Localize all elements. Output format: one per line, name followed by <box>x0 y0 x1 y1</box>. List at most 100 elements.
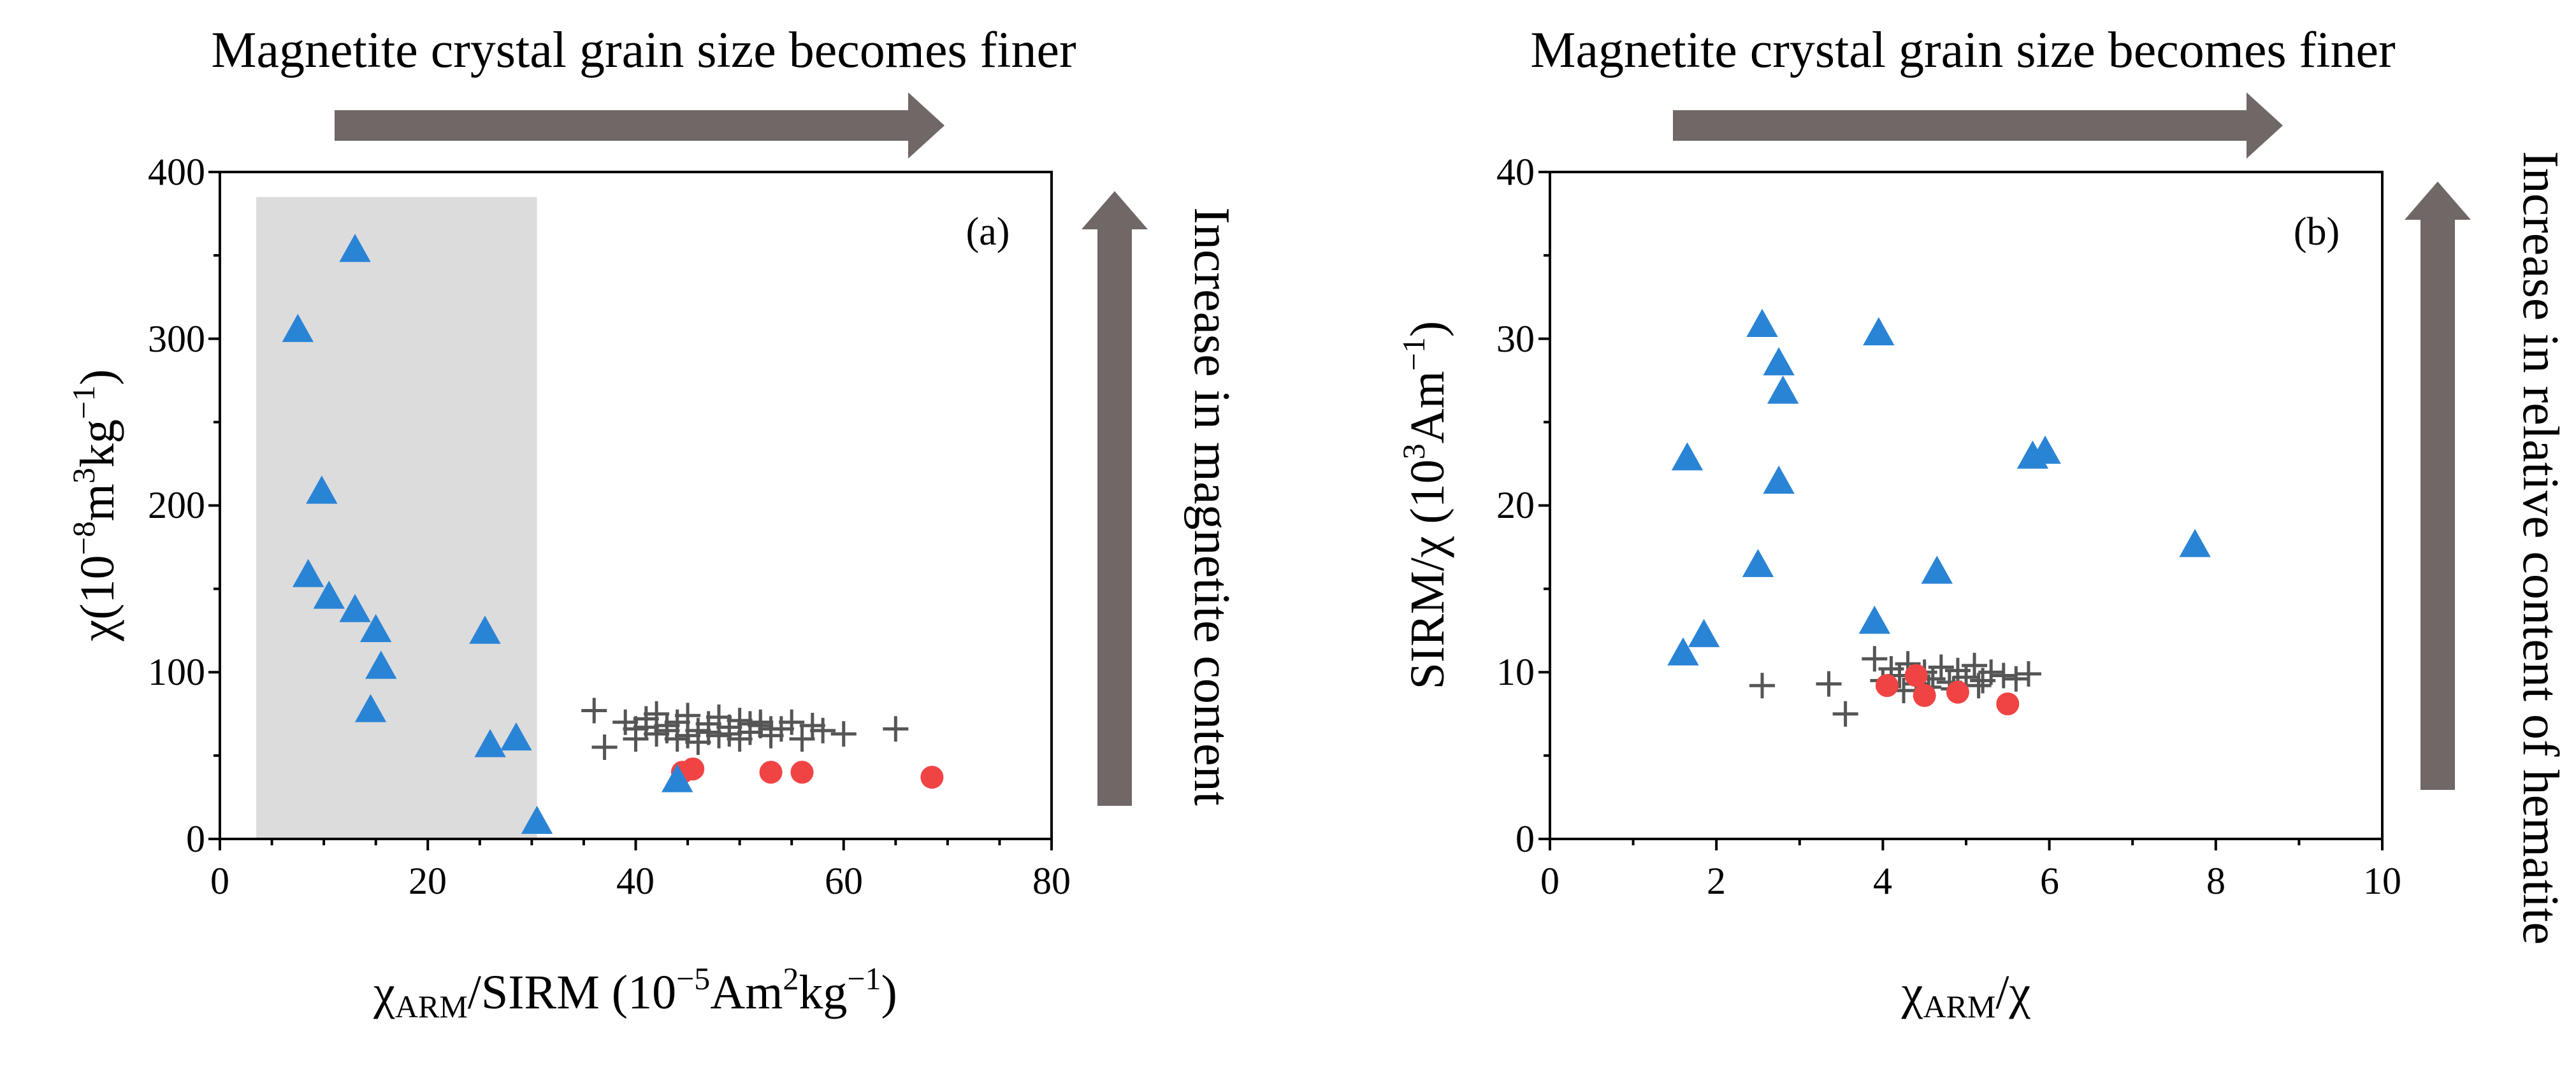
panel-b: Magnetite crystal grain size becomes fin… <box>1396 22 2568 1024</box>
panel-a-cross-point <box>706 704 732 730</box>
panel-b-arrow-head <box>2247 92 2283 159</box>
panel-b-triangle-point <box>2179 529 2211 557</box>
panel-a-triangle-point <box>469 615 501 644</box>
panel-a-circle-point <box>920 766 944 789</box>
panel-a-cross-point <box>789 726 815 752</box>
panel-b-cross-point <box>1862 646 1888 672</box>
panel-b-vertical-arrow-head <box>2405 182 2471 220</box>
panel-b-triangle-point <box>1858 605 1891 634</box>
panel-a-top-label: Magnetite crystal grain size becomes fin… <box>211 22 1076 78</box>
panel-a-tick-y-4: 400 <box>148 151 205 193</box>
panel-a-cross-point <box>612 709 639 735</box>
panel-b-triangle-point <box>2029 435 2061 464</box>
panel-a-cross-point <box>675 722 701 748</box>
panel-a-triangle-point <box>662 764 693 792</box>
panel-b-triangle-point <box>1688 619 1720 647</box>
panel-b-triangle-point <box>1763 465 1795 494</box>
panel-b-tick-x-4: 8 <box>2206 860 2225 902</box>
panel-b-plot-frame <box>1549 171 2384 840</box>
panel-b-cross-point <box>1965 673 1992 699</box>
panel-a-tick-x-4: 80 <box>1032 860 1071 902</box>
panel-a-triangle-point <box>500 722 532 751</box>
panel-b-tick-y-2: 20 <box>1496 484 1535 526</box>
panel-b-circle-point <box>1875 674 1899 698</box>
panel-b-vertical-arrow <box>2405 182 2471 790</box>
panel-b-triangle-point <box>1671 442 1704 471</box>
panel-a-tick-x-2: 40 <box>616 860 655 902</box>
panel-a-arrow-shaft <box>335 110 911 141</box>
panel-b-cross-point <box>2003 666 2029 692</box>
panel-a-cross-point <box>633 714 659 740</box>
panel-b-circle-point <box>1913 684 1936 707</box>
panel-b-cross-point <box>1832 701 1858 727</box>
panel-a-cross-point <box>748 709 774 735</box>
panel-a-vertical-arrow-shaft <box>1097 226 1132 806</box>
panel-b-horizontal-arrow <box>1673 92 2283 159</box>
panel-b-tick-x-5: 10 <box>2363 860 2401 902</box>
panel-a-cross-point <box>716 721 742 747</box>
panel-a-triangle-point <box>354 694 387 722</box>
panel-b-top-label: Magnetite crystal grain size becomes fin… <box>1530 22 2395 78</box>
panel-b-cross-point <box>1749 673 1776 699</box>
panel-b-triangle-point <box>1763 347 1795 376</box>
panel-a-tick-y-2: 200 <box>148 484 205 526</box>
panel-a-markers <box>282 234 944 834</box>
panel-b-tick-y-3: 30 <box>1496 318 1535 360</box>
panel-a-x-axis-title: χARM/SIRM (10−5Am2kg−1) <box>373 961 897 1024</box>
panel-a-circle-point <box>790 761 814 784</box>
panel-a-cross-point <box>644 701 670 727</box>
panel-a-cross-point <box>830 721 857 747</box>
panel-b-cross-point <box>1962 652 1988 678</box>
panel-a-side-label: Increase in magnetite content <box>1183 207 1240 806</box>
panel-b-tick-x-2: 4 <box>1873 860 1892 902</box>
panel-a-vertical-arrow <box>1082 191 1148 806</box>
panel-a-tick-y-3: 300 <box>148 318 205 360</box>
panel-a-tick-y-1: 100 <box>148 651 205 693</box>
panel-a-ticks <box>208 171 1053 850</box>
panel-a-cross-point <box>695 719 721 745</box>
panel-a-triangle-point <box>306 475 338 504</box>
panel-a-triangle-point <box>313 580 345 609</box>
panel-b-y-axis-title: SIRM/χ (103Am−1) <box>1396 321 1454 690</box>
panel-b-tick-y-4: 40 <box>1496 151 1535 193</box>
panel-b-triangle-point <box>1863 317 1895 346</box>
panel-a-cross-point <box>883 716 909 742</box>
panel-a-horizontal-arrow <box>335 92 944 159</box>
panel-b-cross-point <box>2015 661 2041 687</box>
panel-b-circle-point <box>1996 692 2020 715</box>
panel-a-triangle-point <box>365 650 397 679</box>
panel-a-triangle-point <box>292 559 324 587</box>
panel-b-ticks <box>1538 171 2384 850</box>
panel-a-cross-point <box>654 717 680 743</box>
panel-b-cross-point <box>1978 659 2004 685</box>
panel-b-triangle-point <box>1742 548 1774 577</box>
panel-a-circle-point <box>759 761 783 784</box>
panel-a-triangle-point <box>339 594 371 622</box>
panel-a-triangle-point <box>359 613 392 643</box>
panel-a-tick-x-3: 60 <box>825 860 863 902</box>
panel-a-label: (a) <box>966 210 1010 254</box>
panel-b-circle-point <box>1946 680 1969 704</box>
panel-a-cross-point <box>581 698 607 724</box>
panel-a-cross-point <box>591 734 618 761</box>
panel-b-triangle-point <box>1667 637 1699 666</box>
panel-a-vertical-arrow-head <box>1082 191 1148 229</box>
panel-a-triangle-point <box>282 313 314 342</box>
panel-a-arrow-head <box>908 92 944 159</box>
panel-a-cross-point <box>779 709 805 735</box>
panel-b-markers <box>1667 308 2211 727</box>
panel-b-tick-x-0: 0 <box>1540 860 1559 902</box>
panel-b-arrow-shaft <box>1673 110 2256 141</box>
panel-a-y-axis-title: χ(10−8m3kg−1) <box>66 369 124 642</box>
panel-b-tick-y-0: 0 <box>1516 818 1535 860</box>
panel-a-cross-point <box>623 726 649 752</box>
panel-b-tick-x-3: 6 <box>2040 860 2059 902</box>
panel-b-x-axis-title: χARM/χ <box>1901 966 2031 1024</box>
panel-a-tick-x-1: 20 <box>409 860 447 902</box>
panel-b-triangle-point <box>1746 308 1778 338</box>
panel-b-label: (b) <box>2294 210 2340 254</box>
panel-a-cross-point <box>758 716 784 742</box>
panel-a-triangle-point <box>521 805 553 834</box>
panel-a: Magnetite crystal grain size becomes fin… <box>66 22 1240 1024</box>
